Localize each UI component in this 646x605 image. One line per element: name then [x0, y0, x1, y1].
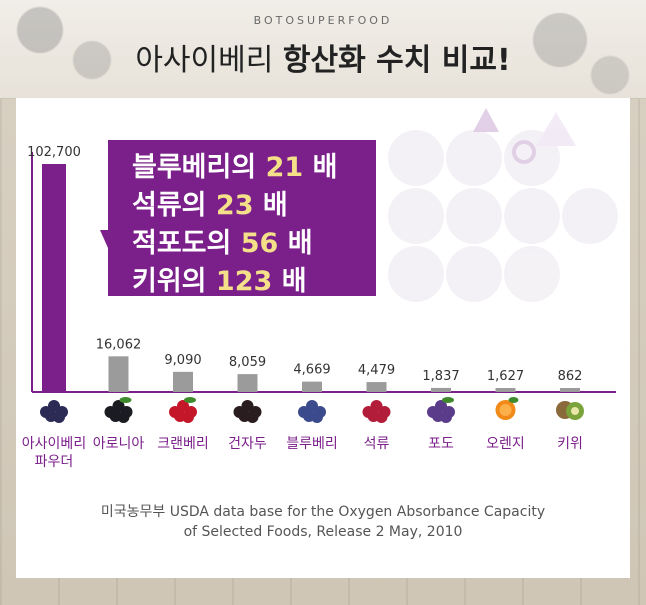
category-label-4: 건자두: [228, 436, 267, 452]
pomegranate-icon: [362, 400, 391, 423]
bar-3: [173, 371, 193, 392]
value-label-8: 1,627: [487, 369, 524, 384]
blueberry-icon: [298, 400, 326, 423]
value-label-3: 9,090: [164, 353, 201, 368]
acai-berry-icon: [40, 400, 68, 423]
brand-name: BOTOSUPERFOOD: [253, 14, 393, 27]
category-label-2: 아로니아: [93, 436, 145, 452]
decorative-shapes: [388, 108, 618, 302]
bar-8: [495, 388, 516, 392]
category-label-3: 크랜베리: [157, 436, 209, 452]
bar-2: [108, 356, 129, 392]
icons-group: [40, 397, 584, 423]
callout-line-3: 적포도의 56 배: [132, 228, 313, 259]
grape-icon: [427, 397, 455, 423]
bar-9: [560, 388, 580, 392]
bar-5: [302, 381, 322, 392]
category-label-8: 오렌지: [486, 436, 525, 452]
prune-icon: [233, 400, 262, 423]
value-label-6: 4,479: [358, 363, 395, 378]
page-title: 아사이베리 항산화 수치 비교!: [0, 44, 646, 78]
antioxidant-bar-chart: 102,700 16,062 9,090 8,059 4,669 4,479 1,837 1,…: [22, 108, 618, 540]
callout-line-2: 석류의 23 배: [132, 190, 288, 221]
category-label-6: 석류: [364, 436, 390, 452]
callout-line-4: 키위의 123 배: [132, 266, 307, 297]
category-label-1-line-2: 파우더: [35, 454, 74, 470]
category-label-7: 포도: [428, 436, 454, 452]
callout-box: [108, 140, 376, 296]
value-label-1: 102,700: [27, 145, 81, 160]
kiwi-icon: [556, 401, 584, 420]
source-line-1: 미국농무부 USDA data base for the Oxygen Abso…: [101, 504, 545, 520]
value-label-5: 4,669: [293, 363, 330, 378]
category-label-1-line-1: 아사이베리: [22, 436, 86, 452]
callout-line-1: 블루베리의 21 배: [132, 152, 337, 183]
bar-7: [431, 387, 451, 392]
aronia-icon: [104, 397, 133, 423]
category-label-5: 블루베리: [286, 436, 338, 452]
title-regular: 아사이베리: [135, 43, 283, 78]
value-label-4: 8,059: [229, 355, 266, 370]
header-banner: BOTOSUPERFOOD 아사이베리 항산화 수치 비교!: [0, 0, 646, 99]
bars-group: [42, 164, 580, 392]
value-label-7: 1,837: [422, 369, 459, 384]
chart-panel: 102,700 16,062 9,090 8,059 4,669 4,479 1,837 1,…: [16, 98, 630, 578]
value-label-2: 16,062: [96, 337, 142, 352]
bar-4: [237, 374, 258, 392]
source-line-2: of Selected Foods, Release 2 May, 2010: [184, 524, 463, 540]
bar-6: [366, 382, 387, 392]
value-labels-group: 102,700 16,062 9,090 8,059 4,669 4,479 1,837 1,…: [27, 145, 582, 384]
cranberry-icon: [169, 397, 197, 423]
title-bold: 항산화 수치 비교!: [282, 43, 511, 78]
orange-icon: [495, 397, 519, 420]
value-label-9: 862: [558, 369, 583, 384]
category-label-9: 키위: [557, 436, 583, 452]
bar-1: [42, 164, 66, 392]
